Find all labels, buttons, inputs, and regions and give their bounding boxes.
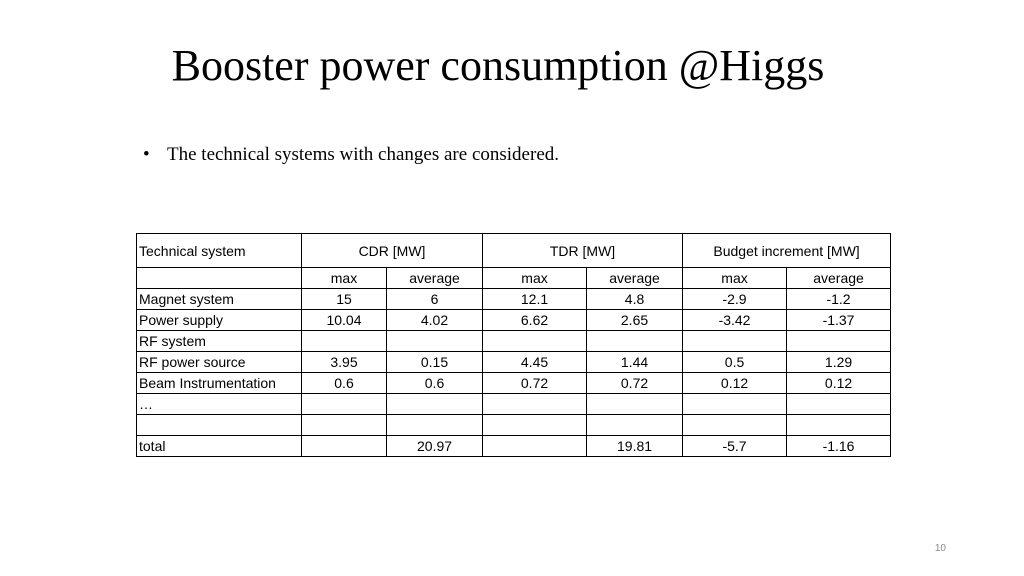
bullet-text: The technical systems with changes are c… bbox=[167, 144, 559, 165]
table-cell: -5.7 bbox=[682, 435, 788, 457]
table-cell: -2.9 bbox=[682, 288, 788, 310]
table-cell: 0.5 bbox=[682, 351, 788, 373]
table-row: Power supply 10.04 4.02 6.62 2.65 -3.42 … bbox=[136, 309, 892, 331]
header-cdr: CDR [MW] bbox=[300, 233, 484, 268]
table-cell bbox=[586, 393, 684, 415]
table-cell bbox=[482, 330, 588, 352]
row-system-label bbox=[136, 414, 302, 436]
header-tdr: TDR [MW] bbox=[482, 233, 684, 268]
table-cell: 6 bbox=[385, 288, 484, 310]
header-budget-increment: Budget increment [MW] bbox=[682, 233, 892, 268]
table-cell: 3.95 bbox=[301, 351, 387, 373]
row-system-label: RF power source bbox=[136, 351, 302, 373]
table-row bbox=[136, 414, 892, 436]
table-cell: -1.37 bbox=[786, 309, 892, 331]
table-cell: 0.6 bbox=[385, 372, 484, 394]
table-cell: 0.72 bbox=[482, 372, 588, 394]
table-cell bbox=[301, 330, 387, 352]
subheader-cell: average bbox=[786, 267, 892, 289]
table-cell: 10.04 bbox=[301, 309, 387, 331]
table-cell: 19.81 bbox=[586, 435, 684, 457]
table-cell: 6.62 bbox=[482, 309, 588, 331]
subheader-cell: average bbox=[385, 267, 484, 289]
table-cell bbox=[301, 414, 387, 436]
bullet-item: • The technical systems with changes are… bbox=[143, 142, 559, 168]
subheader-cell: max bbox=[682, 267, 788, 289]
power-consumption-table: Technical system CDR [MW] TDR [MW] Budge… bbox=[136, 233, 892, 457]
table-row: Beam Instrumentation 0.6 0.6 0.72 0.72 0… bbox=[136, 372, 892, 394]
table-cell bbox=[301, 393, 387, 415]
table-cell: 0.6 bbox=[301, 372, 387, 394]
table-cell bbox=[385, 393, 484, 415]
table-cell: -1.2 bbox=[786, 288, 892, 310]
table-row: RF system bbox=[136, 330, 892, 352]
row-system-label: total bbox=[136, 435, 302, 457]
table-row: RF power source 3.95 0.15 4.45 1.44 0.5 … bbox=[136, 351, 892, 373]
table-cell: 4.45 bbox=[482, 351, 588, 373]
table-cell bbox=[586, 414, 684, 436]
table-cell: 20.97 bbox=[385, 435, 484, 457]
table-cell: -3.42 bbox=[682, 309, 788, 331]
row-system-label: Power supply bbox=[136, 309, 302, 331]
table-cell bbox=[385, 330, 484, 352]
bullet-list: • The technical systems with changes are… bbox=[143, 142, 559, 168]
table-cell: 0.12 bbox=[786, 372, 892, 394]
table-cell bbox=[482, 414, 588, 436]
header-technical-system: Technical system bbox=[136, 233, 302, 268]
table-header-row: Technical system CDR [MW] TDR [MW] Budge… bbox=[136, 233, 892, 268]
subheader-cell: max bbox=[482, 267, 588, 289]
subheader-cell-empty bbox=[136, 267, 302, 289]
table-subheader-row: max average max average max average bbox=[136, 267, 892, 289]
row-system-label: RF system bbox=[136, 330, 302, 352]
table-cell bbox=[586, 330, 684, 352]
table-row: Magnet system 15 6 12.1 4.8 -2.9 -1.2 bbox=[136, 288, 892, 310]
table-cell: 15 bbox=[301, 288, 387, 310]
subheader-cell: average bbox=[586, 267, 684, 289]
row-system-label: Magnet system bbox=[136, 288, 302, 310]
slide-title: Booster power consumption @Higgs bbox=[171, 41, 825, 90]
table-cell bbox=[786, 330, 892, 352]
table-cell: 2.65 bbox=[586, 309, 684, 331]
table-cell bbox=[482, 435, 588, 457]
table-row-total: total 20.97 19.81 -5.7 -1.16 bbox=[136, 435, 892, 457]
page-number: 10 bbox=[934, 543, 946, 554]
table-cell bbox=[786, 414, 892, 436]
table-cell: 12.1 bbox=[482, 288, 588, 310]
table-cell: 0.15 bbox=[385, 351, 484, 373]
table-cell bbox=[682, 414, 788, 436]
table-cell bbox=[786, 393, 892, 415]
row-system-label: … bbox=[136, 393, 302, 415]
table-cell bbox=[682, 330, 788, 352]
table-cell: 1.44 bbox=[586, 351, 684, 373]
table-cell: 1.29 bbox=[786, 351, 892, 373]
table-cell bbox=[301, 435, 387, 457]
table-cell: 4.02 bbox=[385, 309, 484, 331]
table-cell: 0.72 bbox=[586, 372, 684, 394]
subheader-cell: max bbox=[301, 267, 387, 289]
table-cell bbox=[682, 393, 788, 415]
table-cell bbox=[385, 414, 484, 436]
table-cell: 4.8 bbox=[586, 288, 684, 310]
table-cell: 0.12 bbox=[682, 372, 788, 394]
table-row: … bbox=[136, 393, 892, 415]
bullet-dot-icon: • bbox=[143, 144, 150, 165]
row-system-label: Beam Instrumentation bbox=[136, 372, 302, 394]
table-cell: -1.16 bbox=[786, 435, 892, 457]
table-cell bbox=[482, 393, 588, 415]
